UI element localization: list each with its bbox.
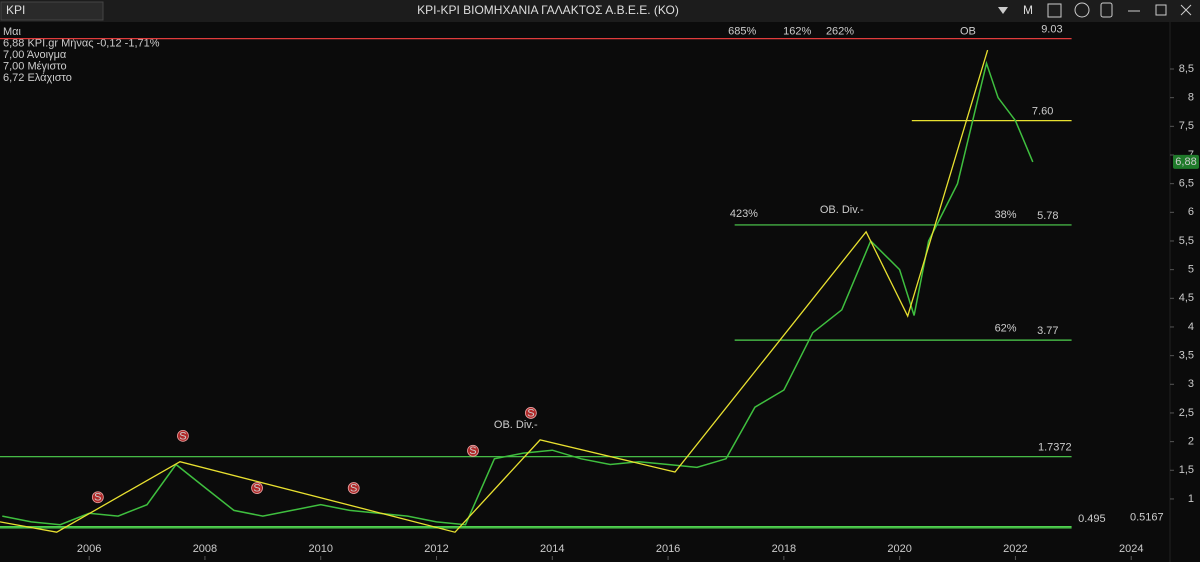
y-tick-label: 1 [1188,493,1194,505]
restore-icon[interactable] [1155,4,1167,16]
period[interactable]: M [1023,3,1033,17]
signal-label: S [179,430,186,442]
title: KPI-KPI ΒΙΟΜΗΧΑΝΙΑ ΓΑΛΑΚΤΟΣ Α.Β.Ε.Ε. (ΚΟ… [417,3,679,17]
signal-label: S [350,482,357,494]
signal-label: S [469,445,476,457]
signal-marker [524,407,537,419]
level-label: 0.5167 [1130,512,1164,524]
plot-area: 11,522,533,544,555,566,577,588,520062008… [0,24,1199,560]
price-line [2,60,1034,526]
signal-marker [91,491,104,504]
info-line: 6,72 Ελάχιστο [3,72,72,84]
signal-label: S [94,492,101,504]
level-label: 3.77 [1037,325,1058,337]
layout-icon[interactable] [1047,3,1062,18]
annotation: 423% [730,208,758,220]
info-line: Μαι [3,26,22,38]
x-tick-label: 2010 [308,543,332,555]
info-change: -0,12 -1,71% [97,37,160,49]
x-tick-label: 2014 [540,543,564,555]
last-price-box [1173,154,1199,169]
y-tick-label: 3,5 [1179,350,1194,362]
symbol: KPI [6,3,25,17]
symbol-box[interactable] [0,1,104,21]
annotation: 262% [826,26,854,38]
info-line: 7,00 Μέγιστο [3,60,67,72]
annotation: OB. Div.- [494,419,538,431]
toolbar [0,0,1200,22]
level-label: 9.03 [1041,24,1062,36]
x-tick-label: 2016 [656,543,680,555]
level-label: 5.78 [1037,210,1058,222]
annotation: 38% [995,209,1017,221]
annotation: OB. Div.- [820,204,864,216]
y-tick-label: 4,5 [1179,292,1194,304]
y-tick-label: 4 [1188,321,1194,333]
last-price-label: 6,88 [1175,156,1196,168]
signal-label: S [253,482,260,494]
x-tick-label: 2024 [1119,543,1143,555]
y-tick-label: 8,5 [1179,63,1194,75]
annotation: 162% [783,26,811,38]
close-icon[interactable] [1180,4,1192,16]
signal-marker [347,482,360,494]
x-tick-label: 2008 [193,543,217,555]
y-tick-label: 3 [1188,378,1194,390]
signal-marker [467,444,479,457]
x-tick-label: 2006 [77,543,101,555]
x-tick-label: 2018 [772,543,796,555]
info-line: 7,00 Άνοιγμα [3,49,67,61]
level-label: 0.495 [1078,513,1106,525]
y-tick-label: 5 [1188,264,1194,276]
alert-icon[interactable] [1100,2,1113,18]
x-tick-label: 2020 [887,543,911,555]
y-tick-label: 6 [1188,206,1194,218]
annotation: OB [960,26,976,38]
trendline [0,49,989,533]
y-tick-label: 1,5 [1179,464,1194,476]
quote-icon[interactable] [1074,2,1090,18]
annotation: 685% [728,26,756,38]
signal-marker [251,482,263,494]
level-label: 1.7372 [1038,442,1072,454]
signal-marker [177,429,189,442]
annotation: 62% [995,323,1017,335]
info-line: 6,88 KPI.gr Μήνας [3,37,94,49]
y-tick-label: 5,5 [1179,235,1194,247]
x-tick-label: 2012 [424,543,448,555]
y-tick-label: 8 [1188,92,1194,104]
y-tick-label: 7,5 [1179,120,1194,132]
y-tick-label: 2 [1188,436,1194,448]
y-tick-label: 6,5 [1179,178,1194,190]
signal-label: S [527,407,534,419]
dropdown-icon[interactable] [998,7,1008,14]
level-label: 7.60 [1032,106,1053,118]
x-tick-label: 2022 [1003,543,1027,555]
y-tick-label: 2,5 [1179,407,1194,419]
